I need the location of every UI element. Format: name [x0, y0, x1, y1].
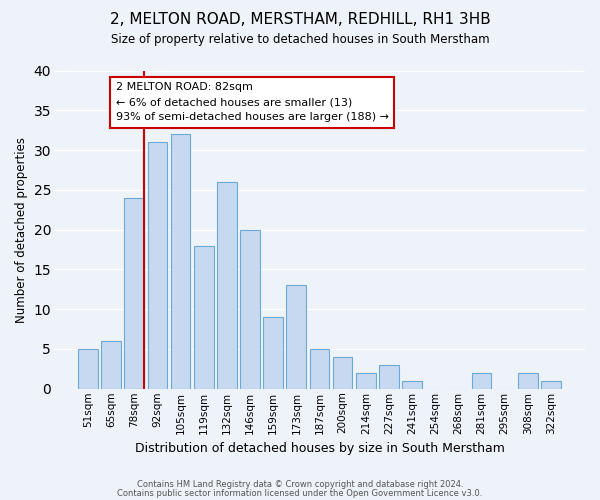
Bar [194, 246, 214, 389]
Bar [124, 198, 144, 389]
Text: 2 MELTON ROAD: 82sqm
← 6% of detached houses are smaller (13)
93% of semi-detach: 2 MELTON ROAD: 82sqm ← 6% of detached ho… [116, 82, 389, 122]
Bar [472, 373, 491, 389]
Bar [217, 182, 237, 389]
Text: 2, MELTON ROAD, MERSTHAM, REDHILL, RH1 3HB: 2, MELTON ROAD, MERSTHAM, REDHILL, RH1 3… [110, 12, 490, 28]
Text: Contains public sector information licensed under the Open Government Licence v3: Contains public sector information licen… [118, 488, 482, 498]
Bar [310, 349, 329, 389]
Y-axis label: Number of detached properties: Number of detached properties [15, 136, 28, 322]
Bar [286, 286, 306, 389]
Bar [356, 373, 376, 389]
X-axis label: Distribution of detached houses by size in South Merstham: Distribution of detached houses by size … [134, 442, 505, 455]
Bar [263, 317, 283, 389]
Bar [101, 341, 121, 389]
Text: Contains HM Land Registry data © Crown copyright and database right 2024.: Contains HM Land Registry data © Crown c… [137, 480, 463, 489]
Bar [541, 381, 561, 389]
Bar [240, 230, 260, 389]
Bar [379, 365, 399, 389]
Bar [148, 142, 167, 389]
Text: Size of property relative to detached houses in South Merstham: Size of property relative to detached ho… [110, 32, 490, 46]
Bar [402, 381, 422, 389]
Bar [518, 373, 538, 389]
Bar [171, 134, 190, 389]
Bar [333, 357, 352, 389]
Bar [78, 349, 98, 389]
